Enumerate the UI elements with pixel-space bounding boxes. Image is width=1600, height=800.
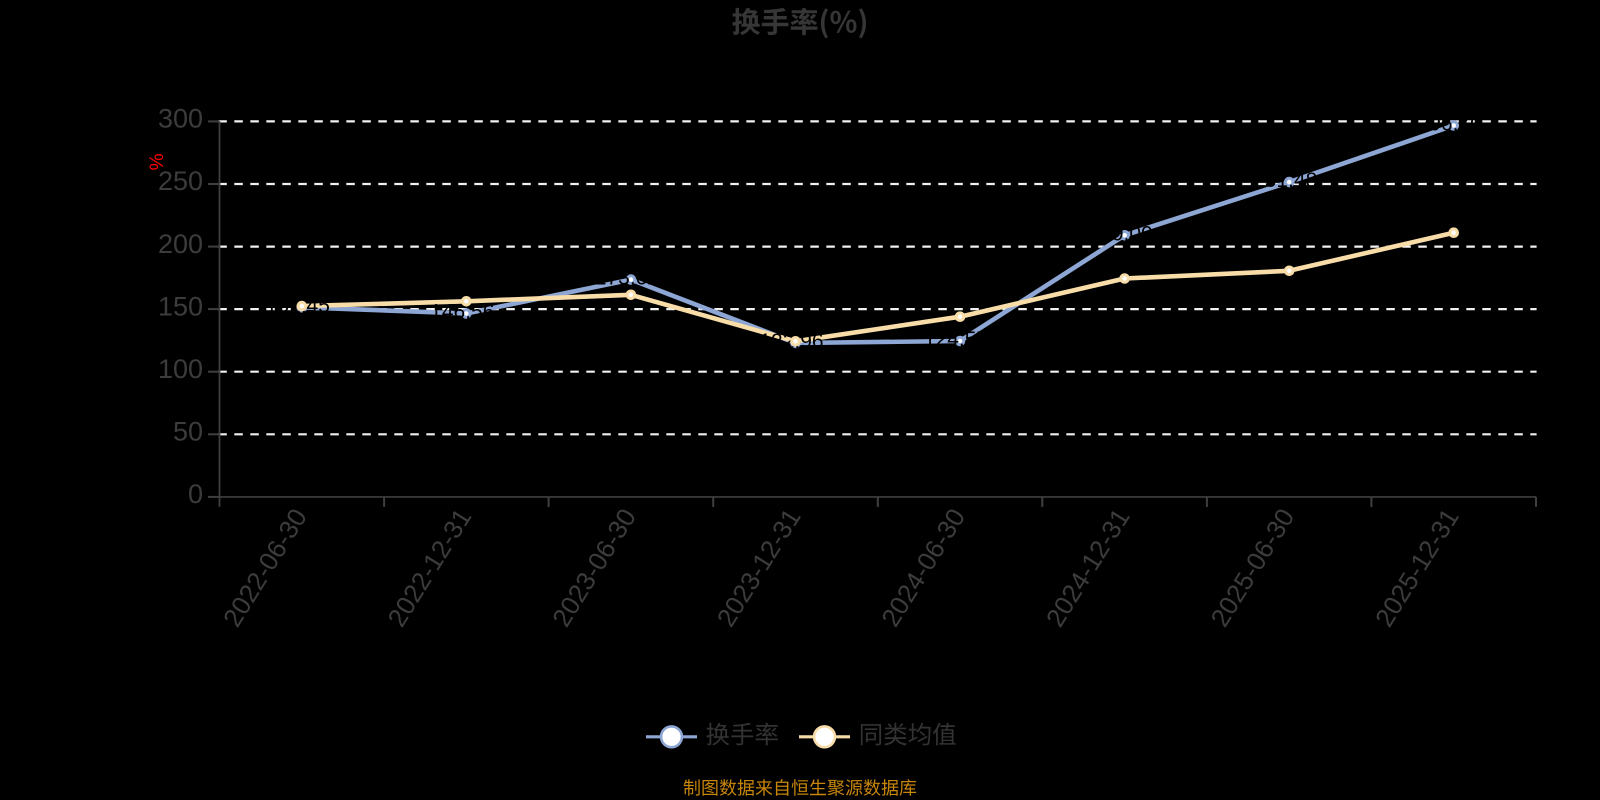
- svg-text:296.70: 296.70: [1418, 113, 1482, 136]
- svg-text:%: %: [145, 154, 166, 171]
- svg-text:209.00: 209.00: [1088, 222, 1152, 245]
- svg-text:250: 250: [158, 166, 203, 196]
- svg-text:100: 100: [158, 354, 203, 384]
- svg-text:173.62: 173.62: [595, 267, 659, 290]
- svg-text:300: 300: [158, 104, 203, 134]
- svg-text:251.48: 251.48: [1253, 169, 1317, 192]
- svg-text:124.57: 124.57: [924, 328, 988, 351]
- svg-text:50: 50: [173, 417, 203, 447]
- svg-text:146.56: 146.56: [430, 301, 494, 324]
- svg-text:0: 0: [188, 479, 203, 509]
- svg-text:150: 150: [158, 291, 203, 321]
- svg-text:200: 200: [158, 229, 203, 259]
